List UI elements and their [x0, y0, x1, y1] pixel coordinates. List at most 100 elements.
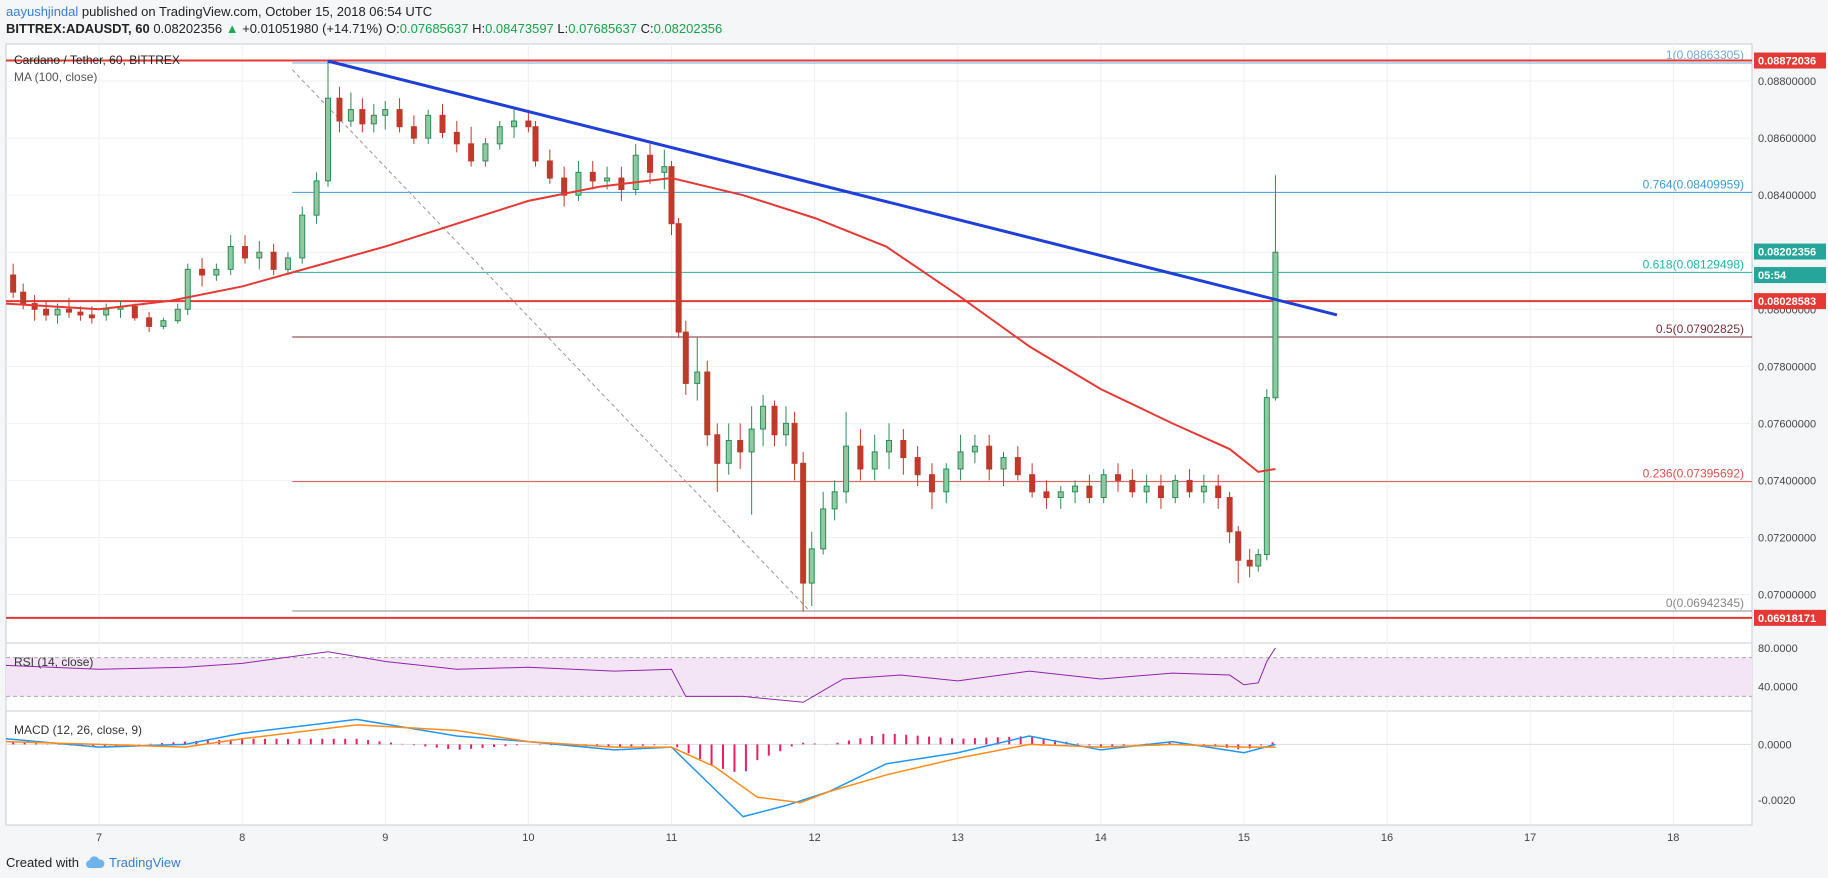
- cloud-icon: [86, 856, 105, 868]
- candle-up: [382, 109, 389, 116]
- candle-down: [199, 268, 206, 276]
- candle-up: [1200, 485, 1207, 493]
- candle-down: [986, 445, 993, 470]
- candle-down: [1186, 479, 1193, 493]
- time-tick-label: 7: [96, 832, 102, 844]
- time-tick-label: 18: [1667, 832, 1679, 844]
- candle-down: [396, 109, 403, 128]
- candle-up: [325, 97, 332, 182]
- candle-down: [900, 439, 907, 459]
- candle-up: [1000, 457, 1007, 470]
- candle-down: [453, 131, 460, 145]
- fib-level-label: 0.236(0.07395692): [1643, 467, 1744, 481]
- candle-down: [928, 474, 935, 493]
- candle-down: [675, 223, 682, 333]
- candle-up: [604, 177, 611, 182]
- trendline[interactable]: [327, 59, 1338, 317]
- candle-down: [410, 126, 417, 139]
- candle-up: [831, 491, 838, 510]
- time-tick-label: 11: [666, 832, 677, 844]
- candle-down: [146, 317, 153, 327]
- chart-header: aayushjindal published on TradingView.co…: [6, 3, 722, 37]
- time-tick-label: 8: [239, 832, 245, 844]
- candle-down: [525, 120, 532, 128]
- price-tag-label: 0.06918171: [1758, 613, 1816, 625]
- candle-down: [359, 109, 366, 125]
- author-link[interactable]: aayushjindal: [6, 4, 79, 19]
- up-arrow-icon: ▲: [225, 21, 239, 36]
- support-resistance-lines[interactable]: [6, 59, 1752, 619]
- candlestick-series: [10, 61, 1279, 612]
- low-value: 0.07685637: [568, 21, 637, 36]
- rsi-line: [5, 647, 1276, 703]
- rsi-tick-label: 80.0000: [1758, 643, 1798, 655]
- ma100-line: [5, 177, 1276, 473]
- candle-down: [1235, 531, 1242, 561]
- price-tag-box: [1754, 609, 1826, 626]
- macd-legend: MACD (12, 26, close, 9): [14, 723, 142, 737]
- macd-tick-label: -0.0020: [1758, 795, 1795, 807]
- candle-up: [1255, 554, 1262, 567]
- rsi-tick-label: 40.0000: [1758, 682, 1798, 694]
- tradingview-logo[interactable]: TradingView: [85, 855, 181, 870]
- candle-up: [213, 268, 220, 276]
- signal-line: [5, 724, 1276, 804]
- fib-level-label: 0.764(0.08409959): [1643, 177, 1744, 191]
- candle-down: [131, 305, 138, 319]
- created-with-label: Created with: [6, 855, 79, 870]
- time-axis[interactable]: 7 8 9 10 11 12 13 14 15 16 17 18: [96, 832, 1679, 844]
- price-tick-label: 0.07800000: [1758, 361, 1816, 373]
- candle-down: [914, 457, 921, 476]
- time-tick-label: 13: [952, 832, 964, 844]
- price-tick-label: 0.08600000: [1758, 133, 1816, 145]
- price-axis[interactable]: 0.07000000 0.07200000 0.07400000 0.07600000…: [1758, 76, 1816, 807]
- price-tag-label: 0.08028583: [1758, 296, 1816, 308]
- candle-up: [748, 428, 755, 453]
- open-value: 0.07685637: [399, 21, 469, 36]
- candle-up: [1072, 485, 1079, 493]
- candle-down: [1086, 485, 1093, 499]
- close-label: C:: [640, 21, 654, 36]
- candle-up: [184, 268, 191, 310]
- bearish-trendline: [327, 59, 1338, 317]
- last-price: 0.08202356: [153, 21, 223, 36]
- price-tick-label: 0.07200000: [1758, 532, 1816, 544]
- candle-down: [1014, 457, 1021, 476]
- candle-up: [227, 246, 234, 270]
- open-label: O:: [386, 21, 400, 36]
- candle-down: [668, 166, 675, 225]
- candle-down: [336, 97, 343, 122]
- candle-up: [1143, 485, 1150, 493]
- candle-up: [1272, 251, 1279, 399]
- macd-line: [5, 718, 1276, 818]
- candle-up: [299, 214, 306, 259]
- time-tick-label: 9: [382, 832, 388, 844]
- price-tag-box: [1754, 267, 1826, 284]
- candle-up: [661, 166, 668, 173]
- candle-up: [256, 251, 263, 259]
- candle-down: [532, 126, 539, 162]
- candle-up: [496, 126, 503, 145]
- candle-up: [1100, 474, 1107, 499]
- candle-up: [174, 308, 181, 322]
- time-tick-label: 10: [522, 832, 534, 844]
- candle-up: [808, 548, 815, 584]
- macd-tick-label: 0.0000: [1758, 739, 1792, 751]
- candle-up: [943, 468, 950, 493]
- candle-down: [20, 291, 27, 305]
- candle-up: [632, 154, 639, 190]
- price-tick-label: 0.07000000: [1758, 590, 1816, 602]
- price-tick-label: 0.07400000: [1758, 475, 1816, 487]
- fib-diagonal-line: [291, 69, 811, 612]
- candle-up: [957, 451, 964, 470]
- rsi-panel: [5, 647, 1752, 703]
- candle-up: [347, 109, 354, 122]
- candle-down: [682, 331, 689, 384]
- candle-up: [886, 439, 893, 453]
- fibonacci-retracement[interactable]: 1(0.08863305) 0.764(0.08409959) 0.618(0.08…: [291, 48, 1752, 612]
- chart-frame: [5, 43, 1753, 826]
- candle-up: [511, 120, 518, 128]
- candle-down: [439, 114, 446, 133]
- candle-up: [820, 508, 827, 550]
